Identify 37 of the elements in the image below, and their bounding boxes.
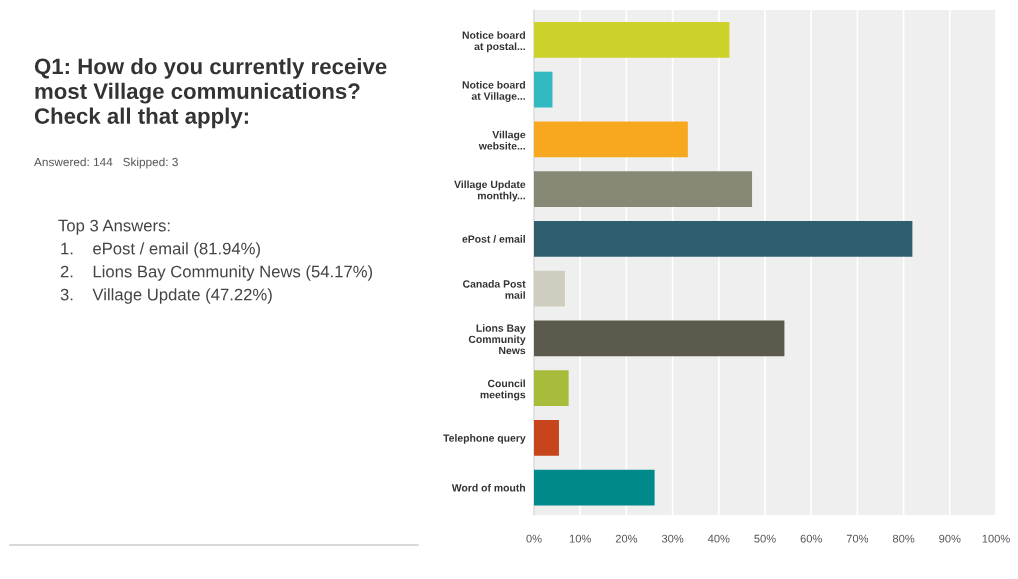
y-tick-label: Canada Post mail	[463, 279, 526, 299]
x-tick-label: 80%	[892, 534, 915, 543]
y-tick-label: Word of mouth	[451, 483, 526, 492]
y-tick-label: Council meetings	[480, 379, 526, 401]
text: 2. Lions Bay Community News (54.17%)	[60, 265, 373, 281]
text: Top 3 Answers:	[58, 219, 170, 235]
x-tick-label: 90%	[939, 534, 961, 543]
bar	[534, 419, 559, 456]
bar	[534, 220, 913, 257]
x-tick-label: 10%	[569, 534, 591, 543]
x-tick-label: 50%	[754, 534, 776, 543]
x-tick-label: 100%	[982, 534, 1010, 543]
x-tick-label: 20%	[615, 534, 638, 543]
text: 3. Village Update (47.22%)	[60, 288, 272, 304]
bar	[534, 370, 569, 407]
bar	[534, 171, 753, 208]
y-tick-label: Village Update monthly...	[454, 180, 526, 202]
y-tick-label: Telephone query	[443, 434, 526, 444]
y-tick-label: Notice board at Village...	[462, 80, 525, 102]
x-tick-label: 30%	[661, 534, 684, 543]
y-tick-label: ePost / email	[462, 235, 525, 243]
text: Answered: 144 Skipped: 3	[34, 157, 178, 169]
bar	[534, 320, 785, 357]
bar	[534, 270, 565, 307]
text: Q1: How do you currently receive most Village communications? Check all that apply:	[34, 58, 387, 129]
x-tick-label: 60%	[800, 534, 822, 543]
bar	[534, 21, 730, 58]
x-tick-label: 70%	[846, 534, 869, 543]
x-tick-label: 0%	[526, 534, 542, 543]
y-tick-label: Notice board at postal...	[462, 31, 525, 53]
x-tick-label: 40%	[707, 534, 730, 543]
bar	[534, 469, 655, 506]
bar	[534, 121, 688, 158]
y-tick-label: Village website...	[478, 130, 526, 150]
text: 1. ePost / email (81.94%)	[61, 242, 260, 258]
bar	[534, 71, 553, 108]
y-tick-label: Lions Bay Community News	[468, 324, 526, 355]
